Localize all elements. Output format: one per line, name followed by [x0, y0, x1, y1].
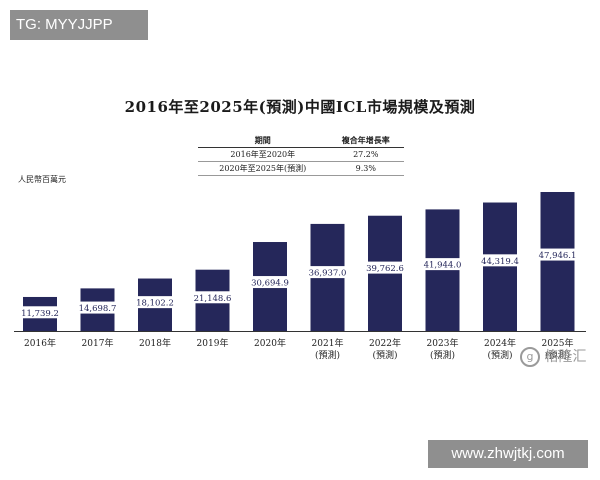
bar [483, 202, 517, 331]
x-tick-note: (預測) [545, 349, 570, 361]
x-tick-label: 2019年 [197, 337, 229, 349]
data-label: 41,944.0 [424, 261, 462, 271]
cagr-row: 2016年至2020年 27.2% [198, 147, 404, 162]
data-label-box [76, 301, 119, 314]
data-label: 44,319.4 [481, 257, 519, 267]
cagr-row: 2020年至2025年(預測) 9.3% [198, 161, 404, 176]
data-label: 36,937.0 [309, 269, 347, 279]
data-label-box [19, 306, 61, 319]
bar [540, 192, 575, 331]
x-tick-note: (預測) [315, 349, 340, 361]
x-tick-label: 2018年 [139, 337, 171, 349]
data-label: 21,148.6 [194, 294, 232, 304]
cagr-rate: 27.2% [327, 147, 404, 162]
bar [425, 209, 460, 331]
logo: g 格隆汇 [520, 346, 590, 370]
cagr-period: 2016年至2020年 [198, 147, 328, 162]
cagr-table: 期間 複合年增長率 2016年至2020年 27.2% 2020年至2025年(… [198, 134, 404, 176]
data-label-box [421, 258, 464, 271]
data-label: 18,102.2 [136, 299, 174, 309]
data-label-box [536, 248, 579, 261]
x-tick-label: 2024年 [484, 337, 516, 349]
x-tick-note: (預測) [430, 349, 455, 361]
data-label-box [479, 254, 521, 267]
x-tick-label: 2025年 [542, 337, 574, 349]
watermark-bottom: www.zhwjtkj.com [428, 440, 588, 468]
y-axis-unit-label: 人民幣百萬元 [18, 175, 66, 184]
x-tick-note: (預測) [487, 349, 512, 361]
chart-title: 2016年至2025年(預測)中國ICL市場規模及預測 [124, 98, 476, 116]
data-label: 47,946.1 [539, 251, 577, 261]
cagr-header-period: 期間 [198, 134, 328, 148]
x-tick-note: (預測) [372, 349, 397, 361]
data-label: 39,762.6 [366, 264, 404, 274]
logo-icon: g [520, 347, 540, 367]
logo-text: 格隆汇 [544, 349, 587, 365]
watermark-top: TG: MYYJJPP [10, 10, 148, 40]
x-tick-label: 2020年 [254, 337, 286, 349]
data-label: 30,694.9 [251, 279, 289, 289]
data-label: 14,698.7 [79, 304, 117, 314]
data-label: 11,739.2 [21, 309, 59, 319]
data-label-box [191, 291, 234, 304]
data-label-box [134, 296, 176, 309]
cagr-header-row: 期間 複合年增長率 [198, 134, 404, 148]
x-tick-label: 2016年 [24, 337, 56, 349]
data-label-box [306, 266, 349, 279]
x-tick-label: 2022年 [369, 337, 401, 349]
x-tick-label: 2021年 [312, 337, 344, 349]
x-tick-label: 2017年 [82, 337, 114, 349]
data-label-box [249, 276, 291, 289]
x-tick-label: 2023年 [427, 337, 459, 349]
cagr-rate: 9.3% [327, 161, 404, 176]
cagr-period: 2020年至2025年(預測) [198, 161, 328, 176]
data-label-box [364, 261, 406, 274]
cagr-header-rate: 複合年增長率 [327, 134, 404, 148]
